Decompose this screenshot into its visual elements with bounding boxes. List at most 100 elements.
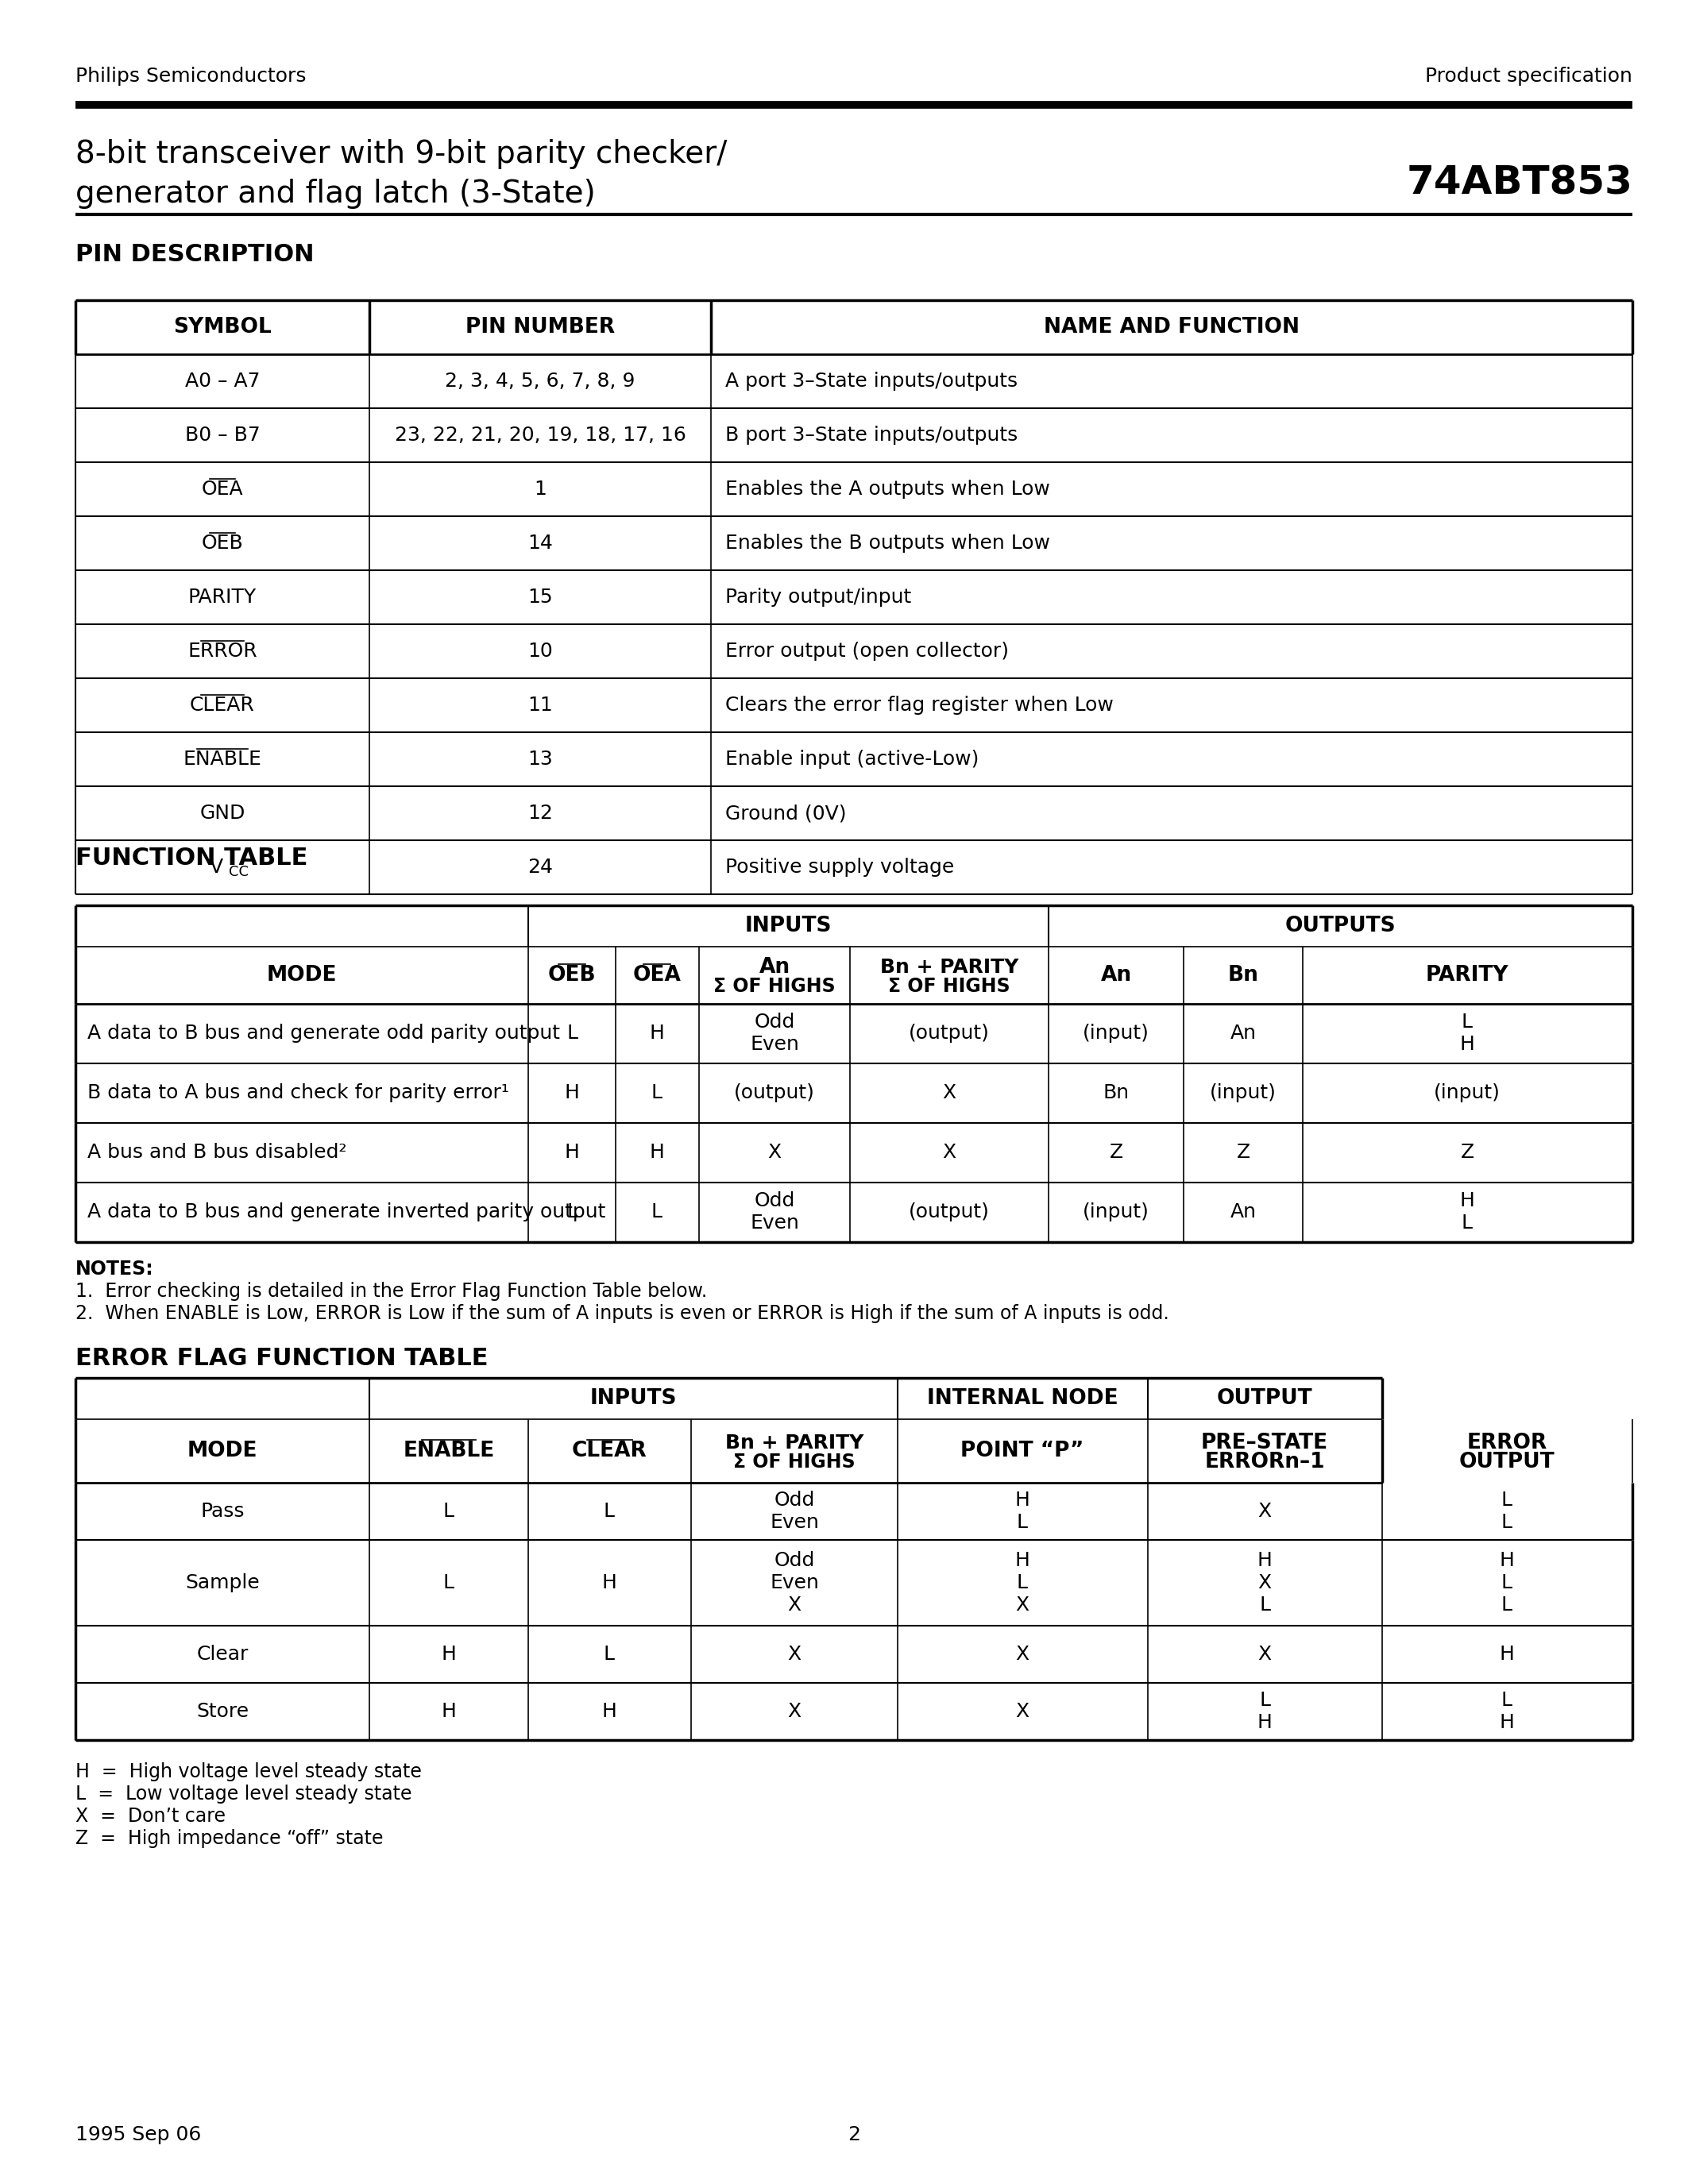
Text: OEA: OEA <box>201 480 243 498</box>
Text: 1995 Sep 06: 1995 Sep 06 <box>76 2125 201 2145</box>
Text: PRE–STATE: PRE–STATE <box>1202 1433 1328 1452</box>
Text: PARITY: PARITY <box>1426 965 1509 985</box>
Text: OUTPUT: OUTPUT <box>1217 1389 1313 1409</box>
Text: (output): (output) <box>734 1083 815 1103</box>
Text: generator and flag latch (3-State): generator and flag latch (3-State) <box>76 179 596 210</box>
Text: L  =  Low voltage level steady state: L = Low voltage level steady state <box>76 1784 412 1804</box>
Text: Clears the error flag register when Low: Clears the error flag register when Low <box>726 697 1114 714</box>
Text: V: V <box>209 858 223 876</box>
Text: Store: Store <box>196 1701 248 1721</box>
Text: X: X <box>1258 1503 1271 1520</box>
Text: OEB: OEB <box>549 965 596 985</box>
Text: Sample: Sample <box>186 1572 260 1592</box>
Text: 2, 3, 4, 5, 6, 7, 8, 9: 2, 3, 4, 5, 6, 7, 8, 9 <box>446 371 635 391</box>
Text: ERRORn–1: ERRORn–1 <box>1205 1452 1325 1472</box>
Text: 13: 13 <box>528 749 552 769</box>
Text: H
L: H L <box>1460 1190 1475 1232</box>
Text: Odd
Even
X: Odd Even X <box>770 1551 819 1614</box>
Text: Bn: Bn <box>1227 965 1259 985</box>
Text: X  =  Don’t care: X = Don’t care <box>76 1806 226 1826</box>
Text: L
L: L L <box>1501 1492 1512 1531</box>
Text: Z: Z <box>1109 1142 1123 1162</box>
Text: X: X <box>942 1083 955 1103</box>
Text: X: X <box>788 1701 802 1721</box>
Text: (output): (output) <box>908 1024 989 1042</box>
Text: CC: CC <box>230 865 248 880</box>
Text: H: H <box>441 1701 456 1721</box>
Text: INPUTS: INPUTS <box>589 1389 677 1409</box>
Text: ENABLE: ENABLE <box>403 1441 495 1461</box>
Text: MODE: MODE <box>187 1441 258 1461</box>
Text: FUNCTION TABLE: FUNCTION TABLE <box>76 847 307 869</box>
Text: Parity output/input: Parity output/input <box>726 587 912 607</box>
Text: (output): (output) <box>908 1203 989 1221</box>
Text: H: H <box>441 1645 456 1664</box>
Text: 74ABT853: 74ABT853 <box>1406 164 1632 201</box>
Text: OUTPUT: OUTPUT <box>1458 1452 1555 1472</box>
Text: H: H <box>650 1024 665 1042</box>
Text: Z: Z <box>1460 1142 1474 1162</box>
Text: L
H: L H <box>1499 1690 1514 1732</box>
Text: L
H: L H <box>1258 1690 1273 1732</box>
Text: 1.  Error checking is detailed in the Error Flag Function Table below.: 1. Error checking is detailed in the Err… <box>76 1282 707 1302</box>
Text: X: X <box>768 1142 782 1162</box>
Text: Bn + PARITY: Bn + PARITY <box>879 959 1018 976</box>
Text: B data to A bus and check for parity error¹: B data to A bus and check for parity err… <box>88 1083 510 1103</box>
Text: Bn + PARITY: Bn + PARITY <box>726 1433 864 1452</box>
Text: L: L <box>604 1503 614 1520</box>
Text: B0 – B7: B0 – B7 <box>184 426 260 446</box>
Text: 23, 22, 21, 20, 19, 18, 17, 16: 23, 22, 21, 20, 19, 18, 17, 16 <box>395 426 685 446</box>
Text: Error output (open collector): Error output (open collector) <box>726 642 1009 662</box>
Text: PARITY: PARITY <box>189 587 257 607</box>
Text: ENABLE: ENABLE <box>182 749 262 769</box>
Text: X: X <box>1016 1645 1030 1664</box>
Text: Enables the B outputs when Low: Enables the B outputs when Low <box>726 533 1050 553</box>
Text: Z: Z <box>1236 1142 1249 1162</box>
Text: X: X <box>788 1645 802 1664</box>
Text: Σ OF HIGHS: Σ OF HIGHS <box>733 1452 856 1472</box>
Text: OEA: OEA <box>633 965 682 985</box>
Text: 14: 14 <box>527 533 554 553</box>
Text: 2.  When ENABLE is Low, ERROR is Low if the sum of A inputs is even or ERROR is : 2. When ENABLE is Low, ERROR is Low if t… <box>76 1304 1170 1324</box>
Text: 24: 24 <box>527 858 554 876</box>
Text: ERROR FLAG FUNCTION TABLE: ERROR FLAG FUNCTION TABLE <box>76 1348 488 1369</box>
Text: Positive supply voltage: Positive supply voltage <box>726 858 954 876</box>
Text: Z  =  High impedance “off” state: Z = High impedance “off” state <box>76 1828 383 1848</box>
Text: L
H: L H <box>1460 1013 1475 1055</box>
Text: NOTES:: NOTES: <box>76 1260 154 1278</box>
Text: Σ OF HIGHS: Σ OF HIGHS <box>714 976 836 996</box>
Text: H: H <box>1499 1645 1514 1664</box>
Text: H  =  High voltage level steady state: H = High voltage level steady state <box>76 1762 422 1782</box>
Text: (input): (input) <box>1082 1024 1150 1042</box>
Text: X: X <box>942 1142 955 1162</box>
Text: OEB: OEB <box>201 533 243 553</box>
Text: H: H <box>650 1142 665 1162</box>
Text: A0 – A7: A0 – A7 <box>186 371 260 391</box>
Text: L: L <box>604 1645 614 1664</box>
Text: H
L
X: H L X <box>1014 1551 1030 1614</box>
Text: H: H <box>601 1701 616 1721</box>
Text: X: X <box>1016 1701 1030 1721</box>
Text: Odd
Even: Odd Even <box>749 1013 798 1055</box>
Text: An: An <box>1231 1203 1256 1221</box>
Text: (input): (input) <box>1433 1083 1501 1103</box>
Text: 15: 15 <box>528 587 552 607</box>
Text: 2: 2 <box>847 2125 861 2145</box>
Text: Odd
Even: Odd Even <box>749 1190 798 1232</box>
Text: PIN DESCRIPTION: PIN DESCRIPTION <box>76 242 314 266</box>
Text: A data to B bus and generate inverted parity output: A data to B bus and generate inverted pa… <box>88 1203 606 1221</box>
Text: INPUTS: INPUTS <box>744 915 832 937</box>
Text: H: H <box>564 1083 579 1103</box>
Text: ERROR: ERROR <box>187 642 257 662</box>
Text: Bn: Bn <box>1102 1083 1129 1103</box>
Text: 12: 12 <box>527 804 554 823</box>
Text: L: L <box>652 1083 662 1103</box>
Text: H: H <box>601 1572 616 1592</box>
Text: (input): (input) <box>1082 1203 1150 1221</box>
Text: L: L <box>444 1572 454 1592</box>
Text: L: L <box>567 1024 577 1042</box>
Text: A port 3–State inputs/outputs: A port 3–State inputs/outputs <box>726 371 1018 391</box>
Text: H
L
L: H L L <box>1499 1551 1514 1614</box>
Text: NAME AND FUNCTION: NAME AND FUNCTION <box>1043 317 1300 339</box>
Text: L: L <box>652 1203 662 1221</box>
